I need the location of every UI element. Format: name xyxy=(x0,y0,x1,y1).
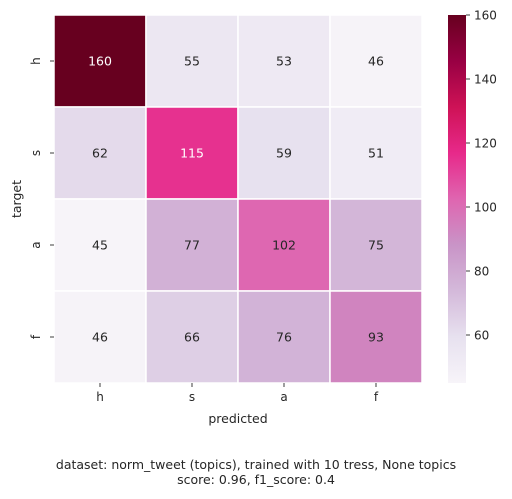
heatmap-cell-labels: 160 55 53 46 62 115 59 51 45 77 102 75 46 66 76 93 xyxy=(88,54,384,345)
x-tick-label: a xyxy=(280,390,287,404)
heatmap-cell xyxy=(145,290,239,384)
cell-value-label: 93 xyxy=(368,330,384,345)
cell-value-label: 53 xyxy=(276,54,292,69)
cell-value-label: 115 xyxy=(180,146,204,161)
y-tick-label: h xyxy=(29,57,43,65)
cell-value-label: 46 xyxy=(92,330,108,345)
y-axis-label: target xyxy=(9,180,24,218)
heatmap-cell xyxy=(329,106,423,200)
heatmap-cell xyxy=(329,290,423,384)
colorbar-tick-label: 100 xyxy=(474,201,497,215)
colorbar-tick-label: 160 xyxy=(474,9,497,23)
y-tick-label: a xyxy=(29,241,43,248)
cell-value-label: 76 xyxy=(276,330,292,345)
cell-value-label: 45 xyxy=(92,238,108,253)
x-tick-label: h xyxy=(96,390,104,404)
colorbar-tick-label: 80 xyxy=(474,265,489,279)
colorbar-tick-label: 60 xyxy=(474,329,489,343)
cell-value-label: 102 xyxy=(272,238,296,253)
caption: dataset: norm_tweet (topics), trained wi… xyxy=(0,457,512,487)
colorbar-tick-label: 120 xyxy=(474,137,497,151)
cell-value-label: 160 xyxy=(88,54,112,69)
heatmap-cells xyxy=(53,14,423,384)
heatmap-cell xyxy=(329,14,423,108)
cell-value-label: 51 xyxy=(368,146,384,161)
colorbar-tick-label: 140 xyxy=(474,73,497,87)
heatmap-cell xyxy=(145,198,239,292)
heatmap-cell xyxy=(237,14,331,108)
x-tick-label: s xyxy=(189,390,195,404)
cell-value-label: 46 xyxy=(368,54,384,69)
colorbar xyxy=(448,15,466,383)
caption-line-1: dataset: norm_tweet (topics), trained wi… xyxy=(55,457,457,472)
cell-value-label: 55 xyxy=(184,54,200,69)
cell-value-label: 62 xyxy=(92,146,108,161)
cell-value-label: 77 xyxy=(184,238,200,253)
colorbar-ticks: 60 80 100 120 140 160 xyxy=(466,9,497,343)
y-tick-label: f xyxy=(29,334,43,339)
heatmap-cell xyxy=(329,198,423,292)
cell-value-label: 59 xyxy=(276,146,292,161)
heatmap-cell xyxy=(53,14,147,108)
x-axis-label: predicted xyxy=(208,411,267,426)
caption-line-2: score: 0.96, f1_score: 0.4 xyxy=(177,472,335,487)
heatmap-cell xyxy=(145,106,239,200)
cell-value-label: 75 xyxy=(368,238,384,253)
confusion-matrix-chart: 160 55 53 46 62 115 59 51 45 77 102 75 46 66 76 93 h s a f… xyxy=(9,9,497,427)
y-axis-ticks: h s a f xyxy=(29,57,54,339)
y-tick-label: s xyxy=(29,150,43,156)
x-tick-label: f xyxy=(374,390,379,404)
heatmap-cell xyxy=(145,14,239,108)
cell-value-label: 66 xyxy=(184,330,200,345)
